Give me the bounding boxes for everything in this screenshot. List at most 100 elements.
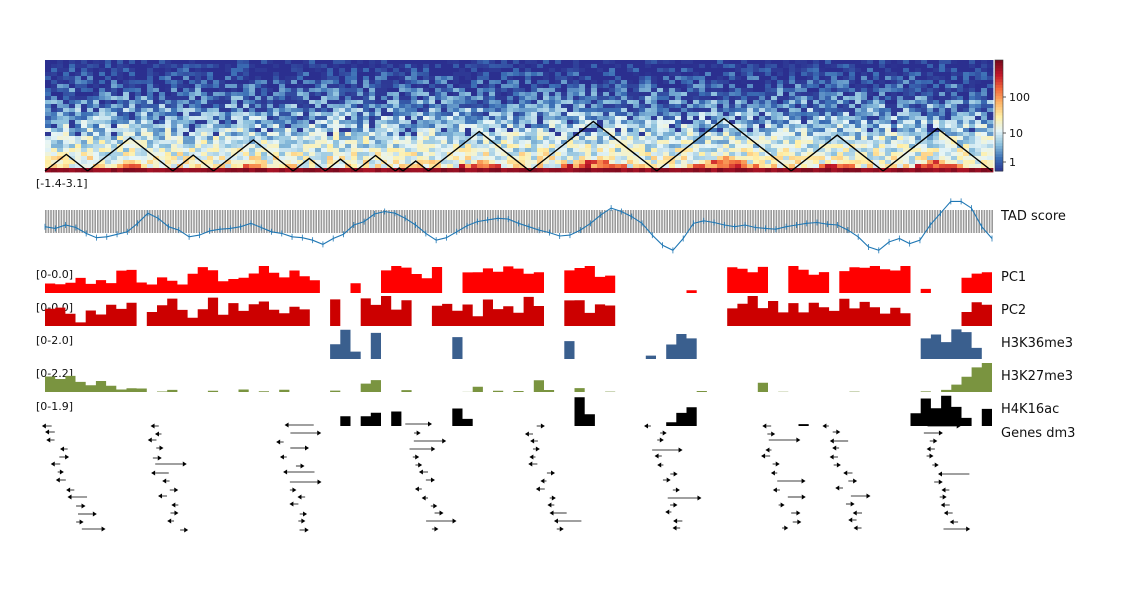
hic-cell — [363, 72, 370, 77]
hic-cell — [801, 144, 808, 149]
tad-score-band-bar — [294, 210, 297, 233]
hic-cell — [651, 116, 658, 121]
hic-cell — [459, 136, 466, 141]
hic-cell — [705, 96, 712, 101]
hic-cell — [939, 88, 946, 93]
hic-cell — [945, 88, 952, 93]
hic-cell — [519, 60, 526, 65]
hic-cell — [255, 88, 262, 93]
hic-cell — [345, 148, 352, 153]
hic-cell — [717, 132, 724, 137]
hic-cell — [297, 92, 304, 97]
hic-cell — [159, 80, 166, 85]
hic-cell — [291, 128, 298, 133]
hic-cell — [423, 88, 430, 93]
tad-score-band-bar — [970, 210, 973, 233]
hic-cell — [939, 144, 946, 149]
hic-cell — [735, 76, 742, 81]
hic-cell — [525, 60, 532, 65]
hic-cell — [939, 84, 946, 89]
hic-cell — [363, 168, 370, 173]
hic-cell — [327, 64, 334, 69]
hic-cell — [729, 120, 736, 125]
hic-cell — [399, 128, 406, 133]
hic-cell — [519, 136, 526, 141]
hic-cell — [399, 148, 406, 153]
hic-cell — [753, 100, 760, 105]
hic-cell — [57, 120, 64, 125]
hic-cell — [201, 104, 208, 109]
hic-cell — [825, 152, 832, 157]
hic-cell — [81, 72, 88, 77]
hic-cell — [783, 60, 790, 65]
hic-cell — [501, 164, 508, 169]
tad-score-band-bar — [627, 210, 629, 233]
hic-cell — [441, 100, 448, 105]
hic-cell — [297, 160, 304, 165]
hic-cell — [513, 152, 520, 157]
hic-cell — [873, 140, 880, 145]
hic-cell — [93, 84, 100, 89]
hic-cell — [273, 112, 280, 117]
hic-cell — [195, 92, 202, 97]
hic-cell — [849, 108, 856, 113]
hic-cell — [849, 124, 856, 129]
hic-cell — [651, 156, 658, 161]
hic-cell — [51, 136, 58, 141]
hic-cell — [273, 60, 280, 65]
hic-cell — [573, 92, 580, 97]
hic-cell — [531, 88, 538, 93]
hic-cell — [45, 64, 52, 69]
hic-cell — [879, 152, 886, 157]
hic-cell — [717, 124, 724, 129]
hic-cell — [591, 92, 598, 97]
hic-cell — [297, 112, 304, 117]
hic-cell — [543, 72, 550, 77]
hic-cell — [483, 80, 490, 85]
hic-cell — [759, 144, 766, 149]
hic-cell — [591, 64, 598, 69]
hic-cell — [519, 96, 526, 101]
hic-cell — [981, 152, 988, 157]
hic-cell — [981, 64, 988, 69]
hic-cell — [261, 108, 268, 113]
hic-cell — [699, 132, 706, 137]
hic-cell — [585, 116, 592, 121]
hic-cell — [459, 160, 466, 165]
tad-score-band-bar — [180, 210, 182, 233]
hic-cell — [951, 132, 958, 137]
hic-cell — [375, 64, 382, 69]
hic-cell — [483, 104, 490, 109]
hic-cell — [291, 60, 298, 65]
hic-cell — [537, 128, 544, 133]
hic-cell — [261, 120, 268, 125]
hic-cell — [453, 156, 460, 161]
hic-cell — [855, 160, 862, 165]
hic-cell — [165, 104, 172, 109]
hic-cell — [519, 88, 526, 93]
hic-cell — [861, 148, 868, 153]
hic-cell — [591, 152, 598, 157]
hic-cell — [501, 128, 508, 133]
hic-cell — [591, 128, 598, 133]
hic-cell — [129, 136, 136, 141]
hic-cell — [141, 72, 148, 77]
hic-cell — [87, 68, 94, 73]
hic-cell — [573, 88, 580, 93]
hic-cell — [231, 72, 238, 77]
hic-cell — [573, 156, 580, 161]
hic-cell — [315, 64, 322, 69]
tad-score-band-bar — [128, 210, 130, 233]
hic-cell — [405, 140, 412, 145]
hic-cell — [795, 76, 802, 81]
hic-cell — [909, 132, 916, 137]
tad-score-band-bar — [799, 210, 801, 233]
colorbar-swatch — [995, 146, 1003, 150]
hic-cell — [909, 144, 916, 149]
hic-cell — [975, 116, 982, 121]
hic-cell — [951, 156, 958, 161]
hic-cell — [99, 116, 106, 121]
hic-cell — [351, 144, 358, 149]
hic-cell — [591, 160, 598, 165]
hic-cell — [345, 140, 352, 145]
